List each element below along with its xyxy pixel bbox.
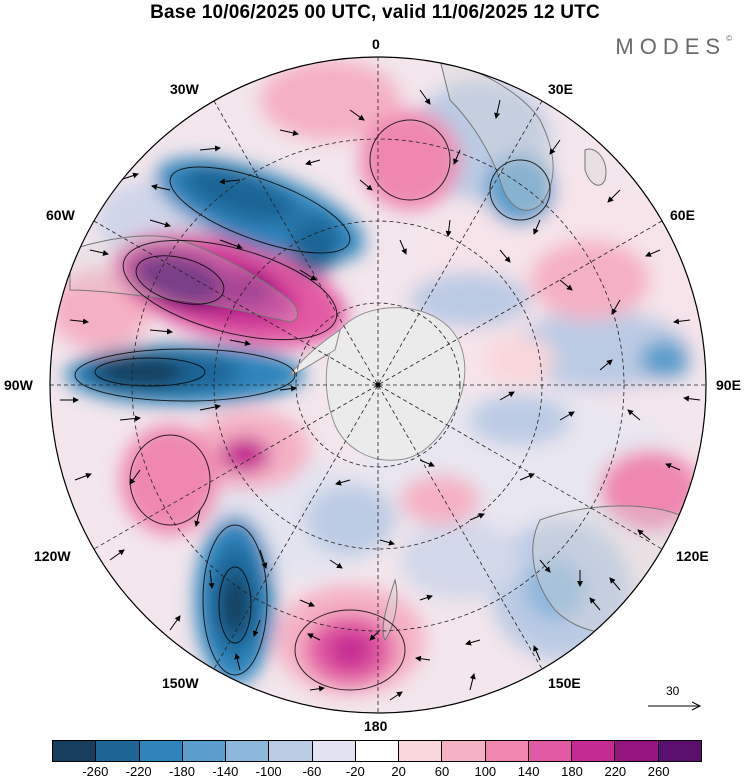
colorbar-swatch <box>615 741 659 761</box>
lon-label-60w: 60W <box>46 207 75 223</box>
colorbar-swatch <box>96 741 140 761</box>
lon-label-120e: 120E <box>676 548 709 564</box>
lon-label-30w: 30W <box>170 81 199 97</box>
colorbar-tick-labels: -260 -220 -180 -140 -100 -60 -20 20 60 100 140 180 2… <box>52 764 702 782</box>
colorbar-tick-label: 100 <box>474 764 497 779</box>
lon-label-150w: 150W <box>162 675 199 691</box>
colorbar-swatch <box>399 741 443 761</box>
colorbar-tick-label: -60 <box>302 764 322 779</box>
colorbar-swatch <box>528 741 573 761</box>
antarctica-landmass <box>325 307 466 461</box>
lon-label-150e: 150E <box>548 675 581 691</box>
reference-vector-arrow <box>648 701 702 711</box>
colorbar-tick-label: 20 <box>391 764 406 779</box>
contour-lines <box>74 119 551 691</box>
colorbar-tick-label: -20 <box>345 764 365 779</box>
colorbar <box>52 740 702 762</box>
colorbar-tick-label: 60 <box>434 764 450 779</box>
colorbar-tick-label: -260 <box>82 764 109 779</box>
lon-label-60e: 60E <box>670 207 695 223</box>
colorbar-tick-label: -220 <box>125 764 152 779</box>
colorbar-swatch <box>182 741 227 761</box>
colorbar-swatch <box>269 741 313 761</box>
lon-label-90w: 90W <box>4 377 33 393</box>
colorbar-swatch <box>658 741 701 761</box>
lon-label-180: 180 <box>364 718 388 734</box>
colorbar-tick-label: 220 <box>604 764 627 779</box>
map-boundary <box>49 56 707 714</box>
reference-vector-label: 30 <box>666 684 680 698</box>
graticule <box>50 57 706 713</box>
brand-logo: MODES© <box>615 34 732 60</box>
lon-label-90e: 90E <box>716 377 741 393</box>
anomaly-field <box>50 57 706 713</box>
africa-outline <box>439 59 554 211</box>
colorbar-swatch <box>226 741 270 761</box>
south-america-outline <box>69 235 298 323</box>
colorbar-tick-label: 140 <box>517 764 540 779</box>
lon-label-120w: 120W <box>34 548 71 564</box>
colorbar-swatch <box>312 741 356 761</box>
copyright-mark: © <box>726 34 732 43</box>
brand-text: MODES <box>615 34 727 59</box>
colorbar-swatch <box>139 741 183 761</box>
madagascar-outline <box>584 148 607 186</box>
map-title: Base 10/06/2025 00 UTC, valid 11/06/2025… <box>150 2 600 23</box>
colorbar-swatch <box>485 741 529 761</box>
polar-map <box>49 56 707 714</box>
colorbar-swatch <box>572 741 616 761</box>
colorbar-tick-label: -100 <box>255 764 282 779</box>
colorbar-swatch <box>355 741 400 761</box>
new-zealand-outline <box>382 578 398 641</box>
south-pole-marker <box>375 382 381 388</box>
lon-label-30e: 30E <box>548 81 573 97</box>
colorbar-swatch <box>442 741 486 761</box>
lon-label-0: 0 <box>372 36 380 52</box>
colorbar-tick-label: 260 <box>647 764 670 779</box>
colorbar-tick-label: 180 <box>561 764 583 779</box>
colorbar-tick-label: -180 <box>168 764 196 779</box>
colorbar-swatch <box>53 741 97 761</box>
colorbar-tick-label: -140 <box>212 764 239 779</box>
antarctic-peninsula <box>288 328 341 376</box>
